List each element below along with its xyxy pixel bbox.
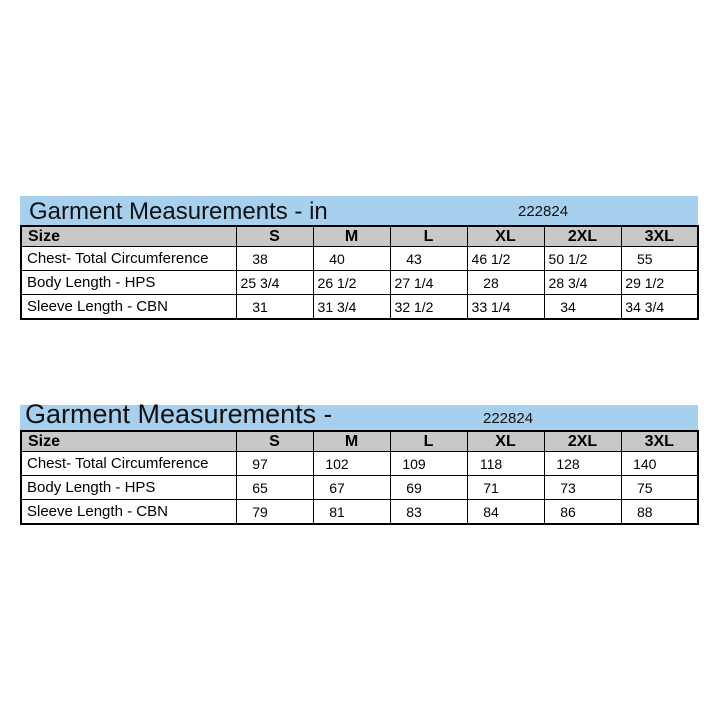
measurement-cell: 27 1/4 [389,270,468,295]
measurement-cell: 118 [466,451,545,476]
measurement-cell: 67 [312,475,391,500]
measurement-cell: 83 [389,499,468,525]
row-label-chest: Chest- Total Circumference [20,451,237,476]
column-header-m: M [312,430,391,452]
size-chart-centimeters: Garment Measurements - cm 222824 Size S … [20,400,699,525]
measurement-cell: 33 1/4 [466,294,545,320]
measurement-cell: 86 [543,499,622,525]
row-label-sleeve-length: Sleeve Length - CBN [20,499,237,525]
column-header-size: Size [20,430,237,452]
table-row: Body Length - HPS 25 3/4 26 1/2 27 1/4 2… [20,270,699,295]
measurement-cell: 34 [543,294,622,320]
row-label-sleeve-length: Sleeve Length - CBN [20,294,237,320]
measurement-cell: 84 [466,499,545,525]
column-header-size: Size [20,225,237,247]
measurement-cell: 29 1/2 [620,270,699,295]
column-header-3xl: 3XL [620,225,699,247]
measurement-cell: 109 [389,451,468,476]
measurement-cell: 38 [235,246,314,271]
measurement-cell: 75 [620,475,699,500]
measurement-cell: 71 [466,475,545,500]
size-chart-inches: Garment Measurements - in 222824 Size S … [20,196,699,320]
row-label-body-length: Body Length - HPS [20,475,237,500]
header-row: Size S M L XL 2XL 3XL [20,430,699,452]
measurement-cell: 40 [312,246,391,271]
measurement-cell: 88 [620,499,699,525]
table-row: Sleeve Length - CBN 31 31 3/4 32 1/2 33 … [20,294,699,320]
chart-title-cm: Garment Measurements - cm [25,400,331,430]
measurement-cell: 25 3/4 [235,270,314,295]
column-header-xl: XL [466,225,545,247]
column-header-xl: XL [466,430,545,452]
measurements-table-cm: Size S M L XL 2XL 3XL Chest- Total Circu… [20,430,699,525]
measurement-cell: 55 [620,246,699,271]
column-header-s: S [235,225,314,247]
column-header-2xl: 2XL [543,225,622,247]
table-row: Chest- Total Circumference 38 40 43 46 1… [20,246,699,271]
measurement-cell: 128 [543,451,622,476]
measurement-cell: 79 [235,499,314,525]
column-header-m: M [312,225,391,247]
style-number: 222824 [518,203,569,220]
column-header-s: S [235,430,314,452]
table-row: Body Length - HPS 65 67 69 71 73 75 [20,475,699,500]
measurement-cell: 73 [543,475,622,500]
measurements-table-inches: Size S M L XL 2XL 3XL Chest- Total Circu… [20,225,699,320]
column-header-3xl: 3XL [620,430,699,452]
measurement-cell: 102 [312,451,391,476]
column-header-2xl: 2XL [543,430,622,452]
measurement-cell: 140 [620,451,699,476]
chart-title-inches: Garment Measurements - in [29,198,328,225]
row-label-chest: Chest- Total Circumference [20,246,237,271]
title-band: Garment Measurements - in 222824 [20,196,698,225]
measurement-cell: 31 3/4 [312,294,391,320]
column-header-l: L [389,225,468,247]
measurement-cell: 28 3/4 [543,270,622,295]
measurement-cell: 97 [235,451,314,476]
table-row: Sleeve Length - CBN 79 81 83 84 86 88 [20,499,699,525]
measurement-cell: 26 1/2 [312,270,391,295]
style-number: 222824 [483,410,534,427]
table-row: Chest- Total Circumference 97 102 109 11… [20,451,699,476]
measurement-cell: 50 1/2 [543,246,622,271]
measurement-cell: 43 [389,246,468,271]
column-header-l: L [389,430,468,452]
row-label-body-length: Body Length - HPS [20,270,237,295]
measurement-cell: 34 3/4 [620,294,699,320]
measurement-cell: 32 1/2 [389,294,468,320]
header-row: Size S M L XL 2XL 3XL [20,225,699,247]
measurement-cell: 31 [235,294,314,320]
measurement-cell: 46 1/2 [466,246,545,271]
measurement-cell: 69 [389,475,468,500]
measurement-cell: 81 [312,499,391,525]
title-band: Garment Measurements - cm 222824 [20,400,698,430]
measurement-cell: 28 [466,270,545,295]
measurement-cell: 65 [235,475,314,500]
